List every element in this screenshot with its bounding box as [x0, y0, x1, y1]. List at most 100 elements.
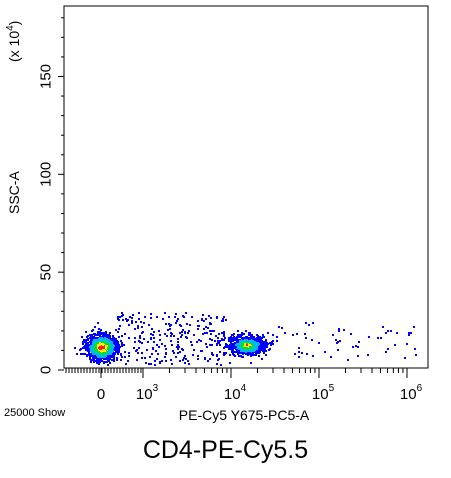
negative-population-point	[112, 335, 114, 337]
negative-population-point	[102, 335, 104, 337]
positive-population-point	[228, 348, 230, 350]
positive-population-point	[219, 351, 221, 353]
scattered-point	[216, 363, 218, 365]
negative-population-point	[92, 357, 94, 359]
scattered-point	[191, 344, 193, 346]
positive-population-point	[231, 351, 233, 353]
positive-population-point	[234, 338, 236, 340]
positive-population-point	[264, 350, 266, 352]
scattered-point	[188, 330, 190, 332]
scattered-point	[209, 330, 211, 332]
scattered-point	[205, 318, 207, 320]
scattered-point	[124, 356, 126, 358]
positive-population-point	[240, 355, 242, 357]
scattered-point	[135, 321, 137, 323]
scattered-point	[219, 344, 221, 346]
positive-population-point	[269, 342, 271, 344]
scattered-point	[358, 341, 360, 343]
scattered-point	[184, 355, 186, 357]
positive-population-point	[244, 343, 246, 345]
positive-population-point	[255, 345, 257, 347]
scattered-point	[120, 353, 122, 355]
negative-population-point	[114, 342, 116, 344]
positive-population-point	[249, 338, 251, 340]
positive-population-point	[238, 355, 240, 357]
positive-population-point	[248, 332, 250, 334]
scattered-point	[152, 334, 154, 336]
positive-population-point	[226, 344, 228, 346]
scattered-point	[140, 321, 142, 323]
y-tick-label: 0	[38, 366, 55, 374]
positive-population-point	[270, 344, 272, 346]
positive-population-point	[258, 352, 260, 354]
positive-population-point	[253, 336, 255, 338]
negative-population-point	[98, 347, 100, 349]
scattered-point	[294, 353, 296, 355]
scattered-point	[211, 330, 213, 332]
positive-population-point	[237, 334, 239, 336]
positive-population-point	[241, 352, 243, 354]
scattered-point	[147, 341, 149, 343]
positive-population-point	[254, 349, 256, 351]
y-tick-label: 50	[38, 264, 55, 281]
scattered-point	[189, 324, 191, 326]
positive-population-point	[237, 330, 239, 332]
positive-population-point	[233, 347, 235, 349]
positive-population-point	[244, 339, 246, 341]
negative-population-point	[94, 346, 96, 348]
scattered-point	[190, 341, 192, 343]
negative-population-point	[94, 326, 96, 328]
positive-population-point	[245, 353, 247, 355]
positive-population-point	[242, 344, 244, 346]
scattered-point	[150, 313, 152, 315]
scattered-point	[338, 328, 340, 330]
scattered-point	[343, 329, 345, 331]
scattered-point	[385, 351, 387, 353]
scattered-point	[150, 337, 152, 339]
scattered-point	[141, 342, 143, 344]
positive-population-point	[246, 342, 248, 344]
scattered-point	[142, 331, 144, 333]
scattered-point	[198, 339, 200, 341]
positive-population-point	[257, 344, 259, 346]
negative-population-point	[106, 345, 108, 347]
positive-population-point	[253, 347, 255, 349]
negative-population-point	[109, 356, 111, 358]
positive-population-point	[230, 336, 232, 338]
negative-population-point	[102, 344, 104, 346]
positive-population-point	[240, 341, 242, 343]
scattered-point	[382, 326, 384, 328]
negative-population-point	[101, 340, 103, 342]
positive-population-point	[242, 340, 244, 342]
scattered-point	[134, 341, 136, 343]
negative-population-point	[87, 342, 89, 344]
negative-population-point	[88, 344, 90, 346]
scattered-point	[165, 323, 167, 325]
scattered-point	[128, 352, 130, 354]
positive-population-point	[233, 351, 235, 353]
scattered-point	[161, 343, 163, 345]
positive-population-point	[249, 341, 251, 343]
scattered-point	[330, 356, 332, 358]
scattered-point	[202, 314, 204, 316]
scattered-point	[206, 332, 208, 334]
scattered-point	[143, 338, 145, 340]
negative-population-point	[90, 349, 92, 351]
positive-population-point	[252, 338, 254, 340]
positive-population-point	[232, 340, 234, 342]
scattered-point	[347, 359, 349, 361]
scattered-point	[165, 352, 167, 354]
negative-population-point	[117, 352, 119, 354]
scattered-point	[298, 347, 300, 349]
scattered-point	[324, 351, 326, 353]
scattered-point	[186, 323, 188, 325]
scattered-point	[193, 334, 195, 336]
positive-population-point	[263, 352, 265, 354]
scattered-point	[169, 328, 171, 330]
scattered-point	[413, 326, 415, 328]
scattered-point	[171, 363, 173, 365]
scattered-point	[121, 312, 123, 314]
positive-population-point	[251, 336, 253, 338]
positive-population-point	[239, 334, 241, 336]
scattered-point	[318, 342, 320, 344]
